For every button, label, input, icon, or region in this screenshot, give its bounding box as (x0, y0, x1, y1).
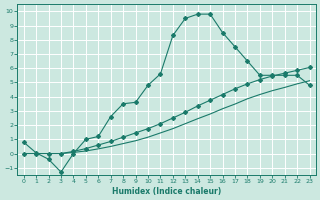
X-axis label: Humidex (Indice chaleur): Humidex (Indice chaleur) (112, 187, 221, 196)
